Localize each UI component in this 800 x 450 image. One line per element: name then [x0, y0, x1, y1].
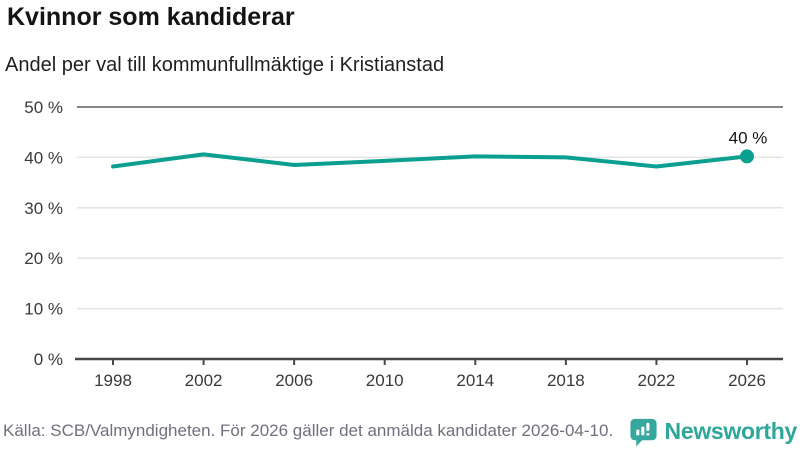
x-axis-tick-label: 2010	[366, 371, 404, 390]
x-axis-tick-label: 2026	[728, 371, 766, 390]
data-line	[111, 152, 749, 169]
y-axis-tick-label: 40 %	[24, 148, 63, 167]
y-axis-tick-label: 0 %	[34, 350, 63, 369]
newsworthy-speech-bubble-icon	[629, 418, 657, 447]
x-axis-tick-label: 2018	[547, 371, 585, 390]
chart-footer: Källa: SCB/Valmyndigheten. För 2026 gäll…	[0, 412, 800, 450]
x-axis-tick-label: 2022	[638, 371, 676, 390]
chart-title: Kvinnor som kandiderar	[7, 3, 295, 31]
source-note: Källa: SCB/Valmyndigheten. För 2026 gäll…	[3, 421, 614, 440]
y-axis-tick-label: 50 %	[24, 98, 63, 117]
end-point-label: 40 %	[729, 128, 768, 147]
line-chart: 0 % 10 % 20 % 30 % 40 % 50 % 1998 2002 2006 2010 2…	[24, 98, 783, 390]
newsworthy-logo[interactable]: Newsworthy	[628, 416, 797, 447]
x-axis-tick-label: 2002	[185, 371, 223, 390]
end-point-marker	[740, 149, 754, 164]
y-axis-tick-label: 20 %	[24, 249, 63, 268]
y-axis-tick-label: 30 %	[24, 199, 63, 218]
x-axis-tick-label: 2014	[456, 371, 494, 390]
y-axis-tick-label: 10 %	[24, 300, 63, 319]
x-axis-tick-label: 2006	[275, 371, 313, 390]
chart-subtitle: Andel per val till kommunfullmäktige i K…	[5, 54, 445, 76]
x-axis-tick-label: 1998	[94, 371, 132, 390]
newsworthy-wordmark: Newsworthy	[664, 417, 798, 444]
